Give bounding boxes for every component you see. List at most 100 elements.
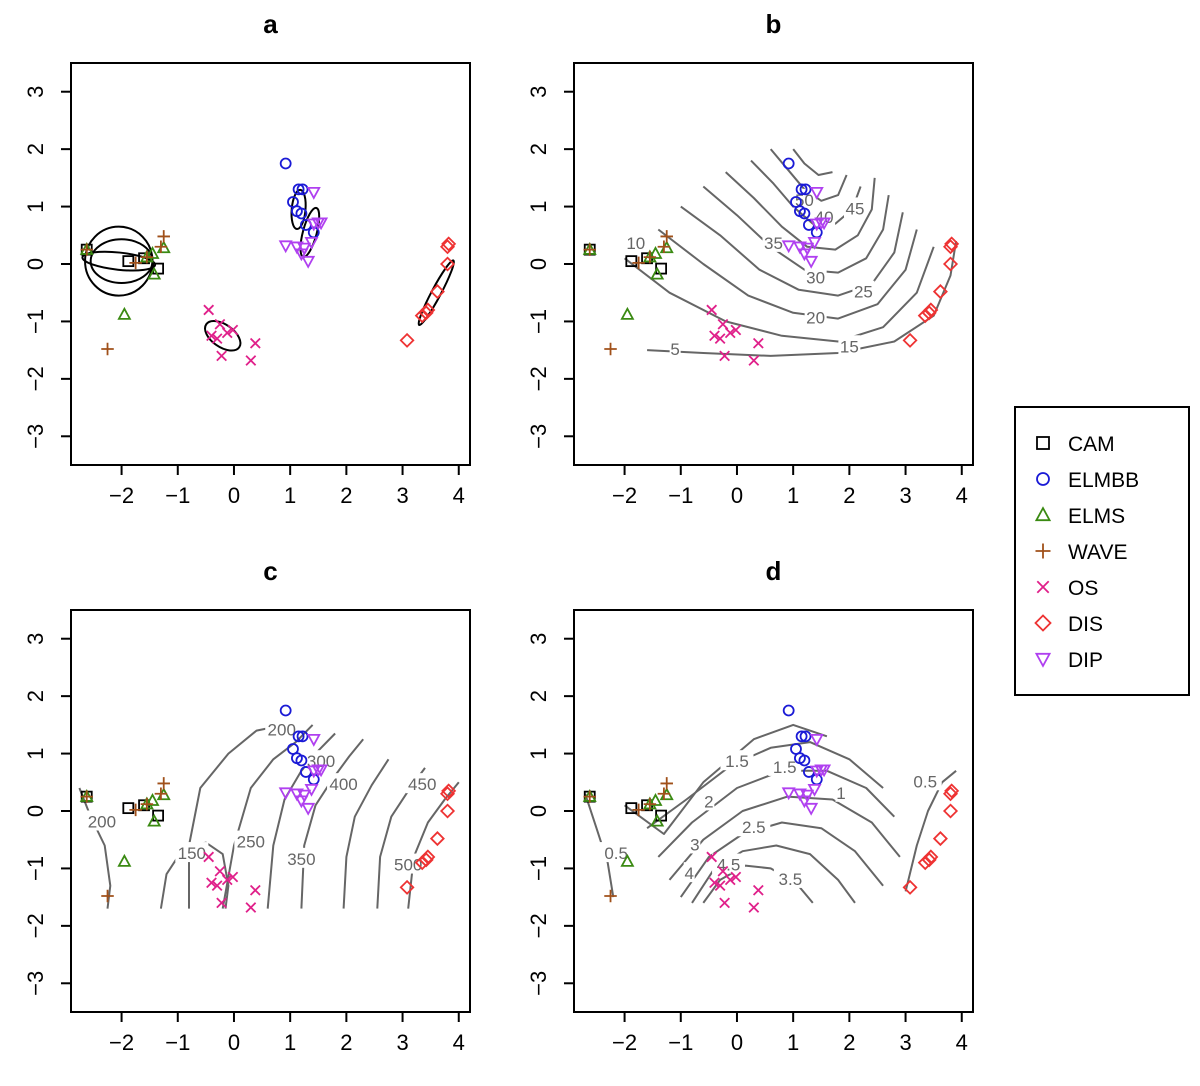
point-os [249,884,261,896]
contour-label: 3.5 [779,870,803,889]
point-os [717,865,729,877]
contour-label-bg [265,718,299,739]
contour-label: 0.5 [913,772,937,791]
y-tick-label: 3 [526,86,551,98]
y-tick-label: 2 [526,690,551,702]
point-os [717,318,729,330]
point-wave [140,797,154,811]
contour-label: 2 [704,792,713,811]
x-tick-label: −1 [668,483,693,508]
point-wave [583,243,596,256]
point-os [706,851,718,863]
contour-line [725,171,876,251]
contour-label: 10 [626,234,645,253]
chart-panel-d: d −2 −1 0 1 2 3 4 −3 −2 −1 0 1 2 3 0.5 0.5 1 1.5 1.5 2 2.5 3 3.… [526,556,974,1055]
point-dip [807,236,822,250]
point-elms [650,266,665,280]
point-dip [301,255,316,269]
legend-marker-elmbb [1036,472,1050,486]
point-dip [807,783,822,797]
point-dip [297,242,312,256]
contour-label: 1.5 [725,752,749,771]
point-elmbb [296,183,309,196]
point-wave [129,803,142,817]
point-os [206,330,217,342]
point-os [730,324,742,336]
point-os [706,304,718,316]
contour-line [266,732,336,909]
point-wave [657,240,671,254]
y-tick-label: 0 [526,805,551,817]
point-wave [80,243,93,256]
point-wave [660,230,673,243]
x-tick-label: 2 [340,483,352,508]
plot-area: 150 200 200 250 300 350 400 450 500 [78,704,460,913]
point-elmbb [795,183,808,196]
point-dis [439,803,456,819]
point-wave [583,790,596,803]
contour-label-bg [405,773,439,794]
contour-line [646,741,884,830]
x-tick-label: −1 [668,1030,693,1055]
point-elmbb [798,754,811,767]
point-elmbb [292,730,305,743]
point-os [203,304,215,316]
contour-label-bg [327,773,361,794]
contour-label: 1.5 [773,758,797,777]
contour-label-bg [762,231,785,252]
contour-label-bg [804,266,827,287]
confidence-ellipse [81,250,157,272]
y-tick-label: 2 [526,143,551,155]
y-tick-label: −2 [526,913,551,938]
point-dis [942,803,959,819]
point-elmbb [295,207,308,220]
point-os [227,324,239,336]
point-dip [804,802,819,816]
contour-label-bg [737,816,771,837]
point-elmbb [295,754,308,767]
point-os [724,874,736,886]
point-wave [80,790,93,803]
x-tick-label: 3 [396,483,408,508]
contour-label-bg [391,853,425,874]
point-dip [800,242,815,256]
point-dis [932,284,948,300]
point-elms [117,306,132,320]
legend-label: CAM [1068,433,1115,456]
plot-frame [573,62,974,466]
point-dip [817,217,832,231]
point-os [724,327,736,339]
point-elms [650,813,665,827]
point-dis [944,783,960,799]
legend-label: WAVE [1068,541,1128,564]
point-dis [441,236,457,252]
point-os [227,871,239,883]
confidence-ellipse [417,259,455,327]
contour-line [679,821,884,898]
y-tick-label: 3 [23,633,48,645]
contour-label-bg [852,280,875,301]
x-tick-label: 3 [396,1030,408,1055]
contour-line [792,148,833,176]
point-dip [306,187,321,200]
point-wave [154,787,168,801]
plot-area: 0.5 0.5 1 1.5 1.5 2 2.5 3 3.5 4 4.5 [582,704,960,913]
x-tick-label: 1 [787,483,799,508]
legend-label: ELMS [1068,505,1125,528]
point-elmbb [292,183,305,196]
point-os [730,871,742,883]
x-tick-label: 2 [843,1030,855,1055]
contour-line [624,723,828,835]
point-dip [289,241,304,255]
contour-label: 2.5 [742,818,766,837]
point-os [206,877,217,889]
x-tick-label: −2 [109,1030,134,1055]
legend-marker-dis [1034,614,1052,632]
point-os [719,350,730,362]
y-tick-label: −3 [23,424,48,449]
legend-marker-dip [1034,652,1052,668]
y-tick-label: 2 [23,690,48,702]
contour-label: 35 [764,234,783,253]
contour-line [342,758,390,909]
